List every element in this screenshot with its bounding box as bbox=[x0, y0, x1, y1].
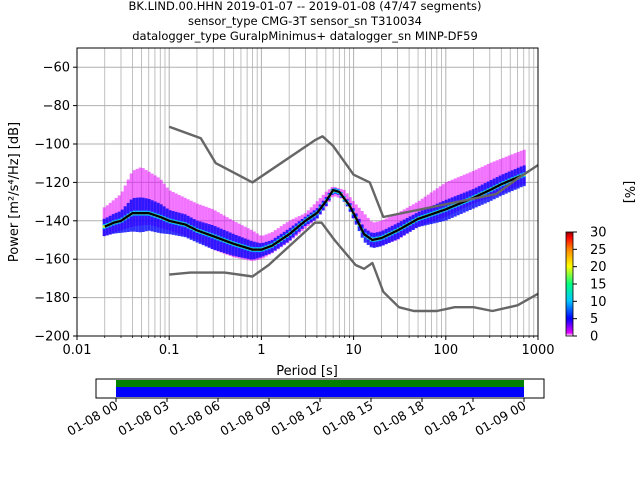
density-halo bbox=[150, 173, 154, 226]
density-halo bbox=[450, 179, 454, 214]
density-halo bbox=[363, 214, 367, 238]
density-halo bbox=[357, 207, 361, 229]
timeline-tick-label: 01-08 00 bbox=[64, 398, 120, 439]
timeline-tick-label: 01-08 09 bbox=[217, 398, 273, 439]
y-tick-label: −180 bbox=[34, 291, 70, 306]
x-tick-label: 0.1 bbox=[159, 343, 180, 358]
colorbar-tick-label: 10 bbox=[590, 295, 607, 310]
colorbar-tick-label: 30 bbox=[590, 226, 607, 241]
title-line-1: BK.LIND.00.HHN 2019-01-07 -- 2019-01-08 … bbox=[129, 0, 482, 13]
timeline-tick-label: 01-08 18 bbox=[370, 398, 426, 439]
timeline-bar-upper bbox=[116, 380, 524, 387]
density-halo bbox=[486, 163, 490, 199]
density-halo bbox=[138, 167, 142, 226]
density-halo bbox=[345, 193, 349, 206]
density-halo bbox=[453, 178, 457, 213]
colorbar bbox=[565, 231, 574, 337]
density-halo bbox=[456, 177, 460, 211]
density-peak bbox=[102, 225, 106, 228]
noise-model-high bbox=[168, 125, 538, 219]
density-halo bbox=[360, 211, 364, 234]
y-tick-label: −80 bbox=[43, 99, 70, 114]
density-halo bbox=[342, 189, 346, 200]
noise-models bbox=[168, 125, 538, 313]
density-halo bbox=[489, 162, 493, 198]
timeline-tick-label: 01-08 15 bbox=[319, 398, 375, 439]
y-tick-label: −140 bbox=[34, 214, 70, 229]
y-axis-label: Power [m²/s⁴/Hz] [dB] bbox=[7, 122, 22, 262]
density-halo bbox=[444, 182, 448, 217]
y-tick-label: −160 bbox=[34, 253, 70, 268]
density-halo bbox=[156, 177, 160, 228]
density-halo bbox=[159, 179, 163, 229]
colorbar-tick-label: 5 bbox=[590, 312, 598, 327]
title-line-3: datalogger_type GuralpMinimus+ datalogge… bbox=[132, 29, 478, 43]
timeline-tick-label: 01-08 03 bbox=[115, 398, 171, 439]
density-halo bbox=[153, 175, 157, 227]
density-halo bbox=[366, 217, 370, 242]
density-halo bbox=[483, 165, 487, 200]
grid bbox=[77, 48, 538, 336]
density-halo bbox=[477, 168, 481, 202]
title-line-2: sensor_type CMG-3T sensor_sn T310034 bbox=[188, 14, 422, 28]
density-halo bbox=[441, 184, 445, 218]
density-halo bbox=[462, 174, 466, 209]
x-tick-label: 1 bbox=[257, 343, 265, 358]
colorbar-label: [%] bbox=[621, 181, 636, 204]
timeline-bar-lower bbox=[116, 387, 524, 397]
density-halo bbox=[465, 173, 469, 207]
timeline-tick-label: 01-08 12 bbox=[268, 398, 324, 439]
y-tick-label: −120 bbox=[34, 176, 70, 191]
timeline-tick-label: 01-08 06 bbox=[166, 398, 222, 439]
median-line bbox=[104, 173, 525, 251]
colorbar-tick-label: 15 bbox=[590, 278, 607, 293]
noise-model-low bbox=[169, 221, 538, 313]
density-halo bbox=[147, 171, 151, 225]
density-halo bbox=[459, 176, 463, 210]
x-axis-label: Period [s] bbox=[276, 364, 338, 379]
plot-frame bbox=[76, 47, 539, 337]
density-halo bbox=[135, 168, 139, 227]
timeline-tick-label: 01-08 21 bbox=[421, 398, 477, 439]
density-halo bbox=[468, 172, 472, 206]
y-tick-label: −60 bbox=[43, 61, 70, 76]
colorbar-tick-label: 20 bbox=[590, 260, 607, 275]
x-tick-label: 100 bbox=[433, 343, 458, 358]
density-halo bbox=[471, 171, 475, 204]
density-halo bbox=[162, 183, 166, 229]
x-tick-label: 1000 bbox=[521, 343, 554, 358]
colorbar-ticks: 0 5 10 15 20 25 30 bbox=[573, 226, 607, 345]
density-halo bbox=[474, 169, 478, 203]
y-tick-label: −200 bbox=[34, 330, 70, 345]
density-halo bbox=[447, 180, 451, 216]
y-tick-label: −100 bbox=[34, 138, 70, 153]
timeline-tick-label: 01-09 00 bbox=[472, 398, 528, 439]
density-halo bbox=[480, 166, 484, 201]
x-tick-label: 10 bbox=[345, 343, 362, 358]
x-tick-label: 0.01 bbox=[63, 343, 92, 358]
ppsd-median bbox=[104, 173, 525, 251]
density-halo bbox=[144, 169, 148, 225]
density-halo bbox=[141, 168, 145, 226]
colorbar-tick-label: 0 bbox=[590, 330, 598, 345]
colorbar-tick-label: 25 bbox=[590, 243, 607, 258]
